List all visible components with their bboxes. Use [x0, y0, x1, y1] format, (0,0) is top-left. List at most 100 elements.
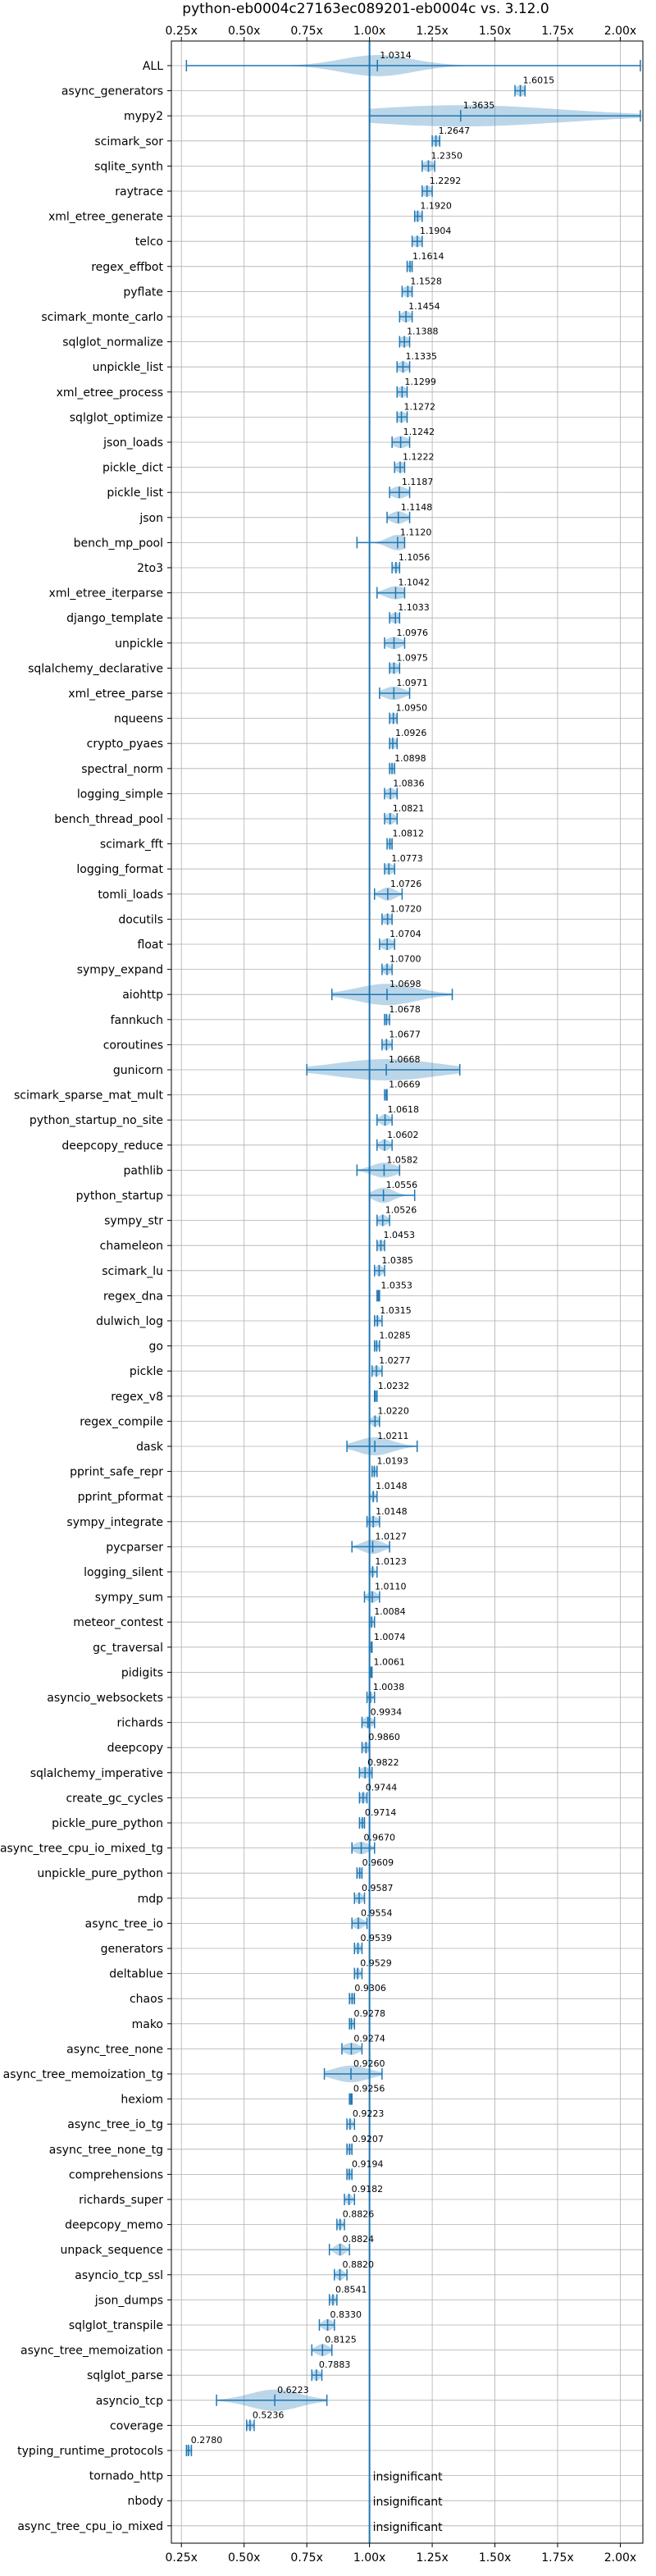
benchmark-label: xml_etree_parse	[68, 687, 163, 701]
value-label: 0.9822	[367, 1757, 399, 1768]
value-label: 1.1242	[403, 427, 435, 437]
grid-layer	[171, 41, 643, 2543]
value-label: 1.0898	[394, 753, 426, 764]
benchmark-label: scimark_lu	[102, 1265, 163, 1278]
benchmark-label: scimark_sparse_mat_mult	[14, 1089, 163, 1103]
benchmark-label: chameleon	[100, 1240, 163, 1253]
value-label: 0.9714	[365, 1807, 397, 1818]
benchmark-label: async_tree_io	[85, 1917, 163, 1930]
x-tick-label-bottom: 0.75x	[290, 2551, 322, 2565]
benchmark-label: mdp	[138, 1893, 164, 1906]
benchmark-label: regex_effbot	[91, 261, 163, 274]
value-label: 1.0232	[378, 1381, 410, 1391]
value-label: 1.0677	[389, 1029, 421, 1039]
benchmark-label: async_tree_io_tg	[67, 2118, 163, 2131]
value-label: 0.7883	[319, 2359, 351, 2370]
benchmark-label: sqlalchemy_declarative	[28, 662, 163, 675]
benchmark-label: pyflate	[123, 285, 163, 299]
value-label: 0.6223	[277, 2385, 309, 2396]
value-label: 1.0975	[396, 652, 428, 663]
value-label: 1.0700	[390, 954, 421, 965]
benchmark-label: sqlglot_normalize	[62, 336, 163, 349]
value-label: 1.0038	[373, 1682, 405, 1692]
benchmark-label: nqueens	[114, 713, 163, 726]
x-tick-label-top: 1.25x	[416, 25, 448, 38]
benchmark-label: meteor_contest	[73, 1616, 163, 1629]
value-label: 0.8824	[343, 2234, 375, 2245]
benchmark-label: pickle_pure_python	[52, 1817, 163, 1830]
benchmark-label: django_template	[66, 612, 163, 625]
benchmark-label: asyncio_tcp_ssl	[75, 2269, 163, 2282]
benchmark-label: pickle	[130, 1365, 163, 1378]
benchmark-label: pprint_safe_repr	[70, 1466, 163, 1479]
value-label: 0.9194	[352, 2158, 384, 2169]
benchmark-label: python_startup	[76, 1190, 163, 1203]
value-label: 1.0556	[386, 1180, 418, 1190]
benchmark-label: generators	[101, 1943, 163, 1956]
x-tick-label-top: 0.25x	[165, 25, 197, 38]
value-label: 1.0678	[389, 1004, 420, 1015]
value-label: 1.0193	[377, 1456, 409, 1467]
benchmark-label: fannkuch	[111, 1014, 163, 1027]
value-label: 1.0704	[390, 929, 421, 939]
value-label: 1.1335	[405, 351, 437, 362]
label-layer: ALL 1.0314 async_generators 1.6015 mypy2 1.36…	[0, 50, 554, 2534]
benchmark-label: tomli_loads	[98, 888, 163, 902]
benchmark-label: async_tree_none	[66, 2043, 163, 2056]
value-label: 1.0698	[390, 979, 421, 989]
benchmark-label: richards	[117, 1717, 164, 1730]
benchmark-label: sympy_expand	[77, 964, 163, 977]
x-tick-label-bottom: 1.25x	[416, 2551, 448, 2565]
benchmark-label: async_tree_none_tg	[49, 2144, 163, 2157]
benchmark-label: sqlglot_transpile	[69, 2319, 163, 2332]
benchmark-label: mypy2	[124, 110, 163, 123]
value-label: 0.9587	[362, 1883, 394, 1893]
benchmark-label: xml_etree_iterparse	[49, 587, 163, 601]
value-label: 0.9539	[361, 1933, 393, 1943]
benchmark-label: typing_runtime_protocols	[17, 2445, 163, 2458]
benchmark-label: 2to3	[137, 562, 163, 575]
value-label: 0.9934	[371, 1707, 403, 1718]
value-label: 1.0285	[379, 1331, 411, 1341]
marks-layer	[185, 41, 641, 2543]
x-tick-label-top: 1.00x	[353, 25, 385, 38]
value-label: 0.2780	[191, 2435, 222, 2446]
benchmark-label: unpickle_list	[93, 361, 164, 374]
value-label: 1.0315	[380, 1305, 412, 1316]
benchmark-label: crypto_pyaes	[87, 738, 163, 751]
benchmark-label: pickle_list	[107, 486, 163, 500]
benchmark-label: deepcopy	[107, 1742, 163, 1755]
benchmark-label: pathlib	[124, 1164, 164, 1177]
value-label: 1.1222	[403, 452, 434, 463]
value-label: 1.0277	[379, 1355, 411, 1366]
x-tick-label-bottom: 1.00x	[353, 2551, 385, 2565]
x-tick-label-top: 2.00x	[604, 25, 636, 38]
value-label: 1.2292	[430, 176, 462, 186]
value-label: 1.1033	[398, 602, 430, 613]
value-label: 0.9860	[368, 1732, 400, 1742]
value-label: 1.2350	[430, 150, 462, 161]
value-label: 0.9256	[353, 2084, 385, 2094]
value-label: 1.0950	[396, 703, 428, 714]
benchmark-label: sympy_integrate	[66, 1516, 163, 1529]
value-label: 1.0123	[375, 1556, 407, 1567]
benchmark-label: nbody	[128, 2495, 164, 2508]
benchmark-label: python_startup_no_site	[30, 1114, 163, 1127]
benchmark-label: regex_v8	[111, 1391, 163, 1404]
value-label: 0.9306	[354, 1983, 386, 1994]
tick-layer: 0.25x 0.25x 0.50x 0.50x 0.75x 0.75x 1.00x 1.00x…	[165, 25, 636, 2565]
value-label: 1.6015	[523, 75, 555, 86]
value-label: 0.5236	[253, 2409, 285, 2420]
benchmark-label: async_generators	[61, 85, 163, 98]
value-label: 0.8541	[335, 2284, 367, 2295]
value-label: 0.9207	[352, 2134, 384, 2144]
benchmark-label: regex_compile	[80, 1415, 163, 1428]
benchmark-label: hexiom	[121, 2094, 163, 2107]
value-label: 0.9182	[352, 2184, 384, 2195]
benchmark-label: sympy_str	[104, 1215, 163, 1228]
value-label: 1.0148	[376, 1506, 408, 1517]
value-label: 1.0773	[391, 853, 423, 864]
plot-frame	[171, 40, 644, 2544]
value-label: 1.0812	[392, 829, 424, 839]
benchmark-label: raytrace	[115, 185, 163, 199]
